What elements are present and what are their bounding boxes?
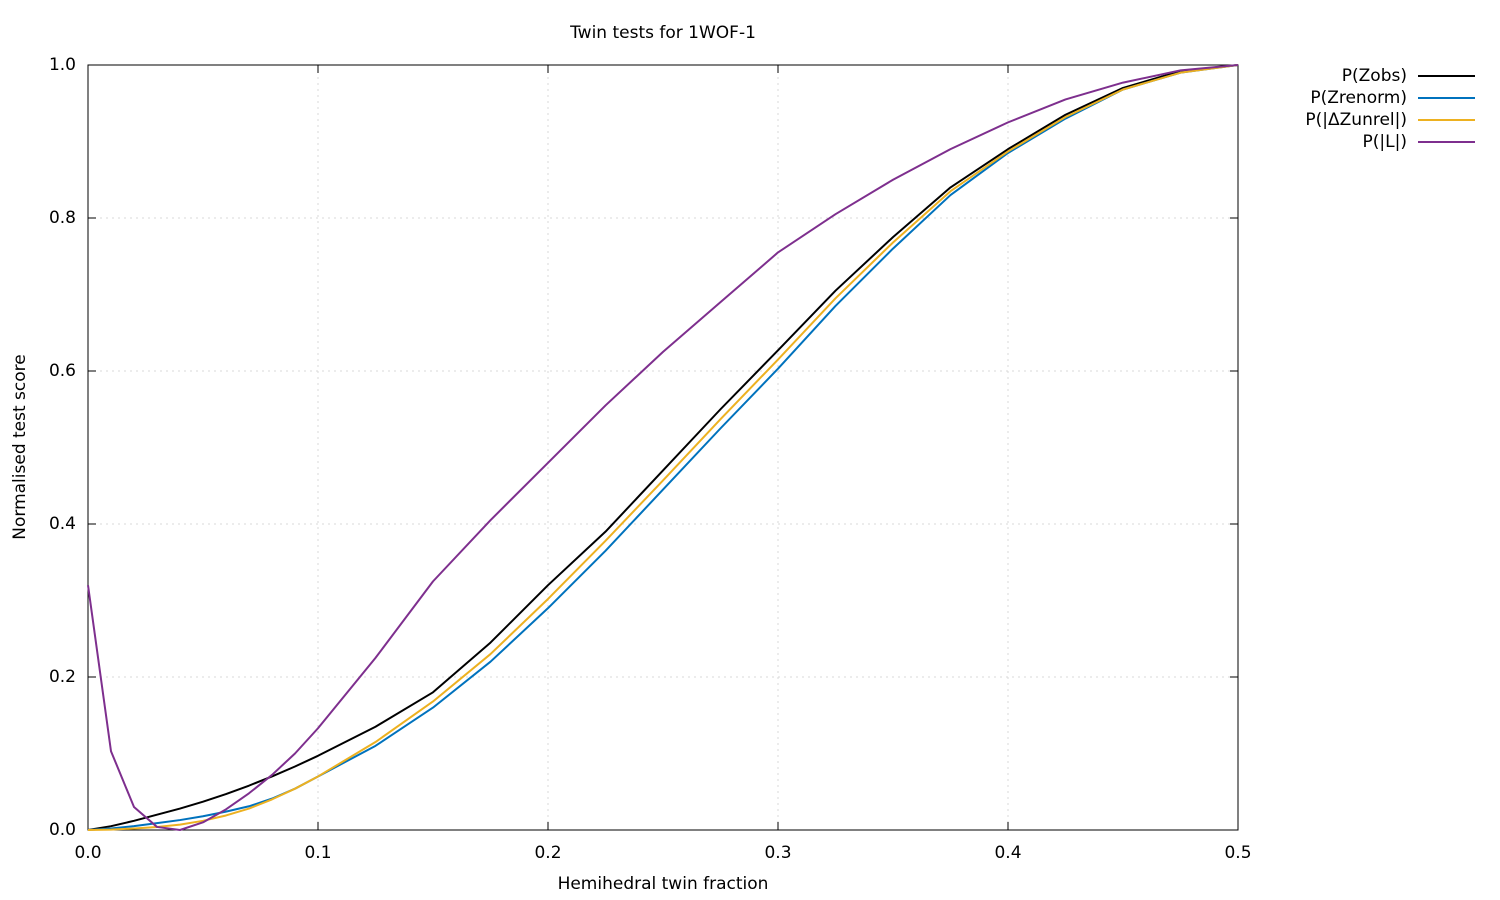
y-tick-label: 0.6 bbox=[49, 361, 76, 381]
legend-label: P(|ΔZunrel|) bbox=[1305, 110, 1407, 130]
x-tick-label: 0.5 bbox=[1224, 843, 1251, 863]
plot-frame bbox=[87, 64, 1239, 831]
series-line bbox=[87, 64, 1239, 831]
y-tick-label: 0.0 bbox=[49, 820, 76, 840]
series-line bbox=[87, 64, 1239, 831]
chart-title: Twin tests for 1WOF-1 bbox=[569, 23, 756, 43]
legend-label: P(Zrenorm) bbox=[1310, 88, 1407, 108]
y-tick-label: 0.4 bbox=[49, 514, 76, 534]
legend-label: P(Zobs) bbox=[1342, 66, 1407, 86]
x-tick-label: 0.4 bbox=[994, 843, 1021, 863]
x-tick-label: 0.1 bbox=[304, 843, 331, 863]
y-tick-label: 0.2 bbox=[49, 667, 76, 687]
x-tick-label: 0.2 bbox=[534, 843, 561, 863]
y-tick-label: 0.8 bbox=[49, 208, 76, 228]
x-tick-label: 0.3 bbox=[764, 843, 791, 863]
y-tick-label: 1.0 bbox=[49, 55, 76, 75]
y-axis-label: Normalised test score bbox=[10, 354, 30, 539]
x-axis-label: Hemihedral twin fraction bbox=[558, 874, 769, 894]
x-tick-label: 0.0 bbox=[74, 843, 101, 863]
legend-label: P(|L|) bbox=[1363, 132, 1407, 152]
series-line bbox=[87, 64, 1239, 831]
series-line bbox=[87, 64, 1239, 831]
